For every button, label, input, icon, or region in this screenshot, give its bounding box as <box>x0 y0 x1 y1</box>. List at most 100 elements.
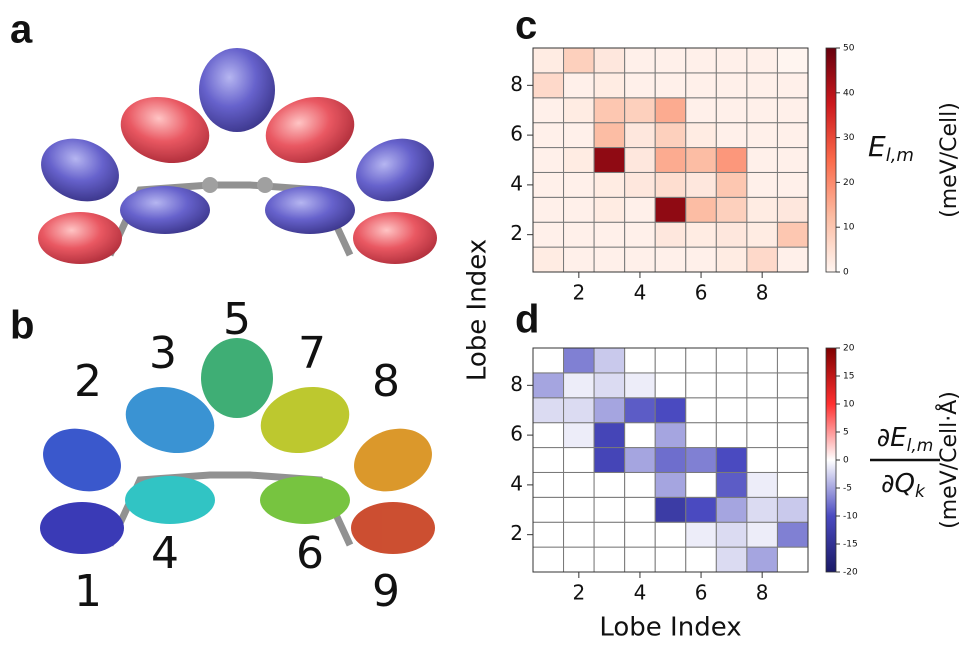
colorbar-tick-label: -5 <box>843 484 852 494</box>
heat-cell <box>564 172 595 197</box>
heat-cell <box>594 98 625 123</box>
colorbar-unit: (meV/Cell) <box>937 102 962 218</box>
heat-cell <box>777 547 808 572</box>
heat-cell <box>777 123 808 148</box>
heat-cell <box>747 522 778 547</box>
heat-cell <box>716 148 747 173</box>
heat-cell <box>777 98 808 123</box>
heat-cell <box>533 448 564 473</box>
heat-cell <box>655 172 686 197</box>
heat-cell <box>716 197 747 222</box>
heat-cell <box>777 48 808 73</box>
heat-cell <box>777 423 808 448</box>
heat-cell <box>533 73 564 98</box>
heat-cell <box>625 547 656 572</box>
x-tick-label: 2 <box>572 581 585 605</box>
heat-cell <box>594 497 625 522</box>
colorbar-tick-label: 30 <box>843 133 855 143</box>
heat-cell <box>686 448 717 473</box>
heat-cell <box>716 348 747 373</box>
heat-cell <box>686 547 717 572</box>
heat-cell <box>533 547 564 572</box>
x-tick-label: 4 <box>634 281 647 305</box>
colorbar <box>826 48 836 272</box>
heat-cell <box>716 172 747 197</box>
colorbar-tick-label: 0 <box>843 268 849 278</box>
heat-cell <box>686 497 717 522</box>
colorbar-tick-label: 0 <box>843 456 849 466</box>
heat-cell <box>533 123 564 148</box>
heat-cell <box>625 98 656 123</box>
heat-cell <box>777 497 808 522</box>
lobe-label: 7 <box>298 328 326 379</box>
heat-cell <box>747 197 778 222</box>
heat-cell <box>747 48 778 73</box>
heat-cell <box>686 222 717 247</box>
y-tick-label: 2 <box>510 221 523 245</box>
colorbar-tick-label: 50 <box>843 44 855 54</box>
heat-cell <box>655 472 686 497</box>
heat-cell <box>625 522 656 547</box>
heat-cell <box>594 373 625 398</box>
colorbar <box>826 348 836 572</box>
heat-cell <box>716 247 747 272</box>
lobe-label: 5 <box>223 294 251 345</box>
heat-cell <box>625 197 656 222</box>
heat-cell <box>686 148 717 173</box>
lobe-label: 3 <box>149 328 177 379</box>
y-tick-label: 8 <box>510 372 523 396</box>
heat-cell <box>777 348 808 373</box>
heat-cell <box>625 448 656 473</box>
heat-cell <box>625 123 656 148</box>
heat-cell <box>625 48 656 73</box>
heat-cell <box>594 398 625 423</box>
colorbar-tick-label: -20 <box>843 568 858 578</box>
y-tick-label: 8 <box>510 72 523 96</box>
heat-cell <box>716 98 747 123</box>
heat-cell <box>655 547 686 572</box>
heat-cell <box>594 247 625 272</box>
heat-cell <box>533 247 564 272</box>
heat-cell <box>747 547 778 572</box>
panel-label: d <box>515 298 539 342</box>
heat-cell <box>716 547 747 572</box>
heat-cell <box>747 73 778 98</box>
heat-cell <box>716 423 747 448</box>
heat-cell <box>655 373 686 398</box>
heat-cell <box>716 373 747 398</box>
heat-cell <box>533 222 564 247</box>
heat-cell <box>533 172 564 197</box>
lobe-label: 2 <box>74 356 102 407</box>
heat-cell <box>716 222 747 247</box>
heat-cell <box>747 172 778 197</box>
colorbar-tick-label: 20 <box>843 178 855 188</box>
heat-cell <box>625 222 656 247</box>
heat-cell <box>564 98 595 123</box>
subscript: l,m <box>886 145 914 166</box>
heat-cell <box>594 123 625 148</box>
heat-cell <box>533 398 564 423</box>
heat-cell <box>655 48 686 73</box>
heat-cell <box>594 73 625 98</box>
y-axis-label: Lobe Index <box>463 239 493 381</box>
heat-cell <box>655 522 686 547</box>
heat-cell <box>564 348 595 373</box>
heat-cell <box>594 472 625 497</box>
heat-cell <box>747 247 778 272</box>
colorbar-symbol: El,m <box>868 130 914 166</box>
heat-cell <box>655 197 686 222</box>
heat-cell <box>777 197 808 222</box>
y-tick-label: 4 <box>510 171 523 195</box>
heat-cell <box>777 222 808 247</box>
molecule-a <box>32 48 443 264</box>
heat-cell <box>625 247 656 272</box>
colorbar-tick-label: -10 <box>843 512 858 522</box>
heat-cell <box>686 398 717 423</box>
lobe-label: 6 <box>296 528 324 579</box>
heat-cell <box>686 472 717 497</box>
heat-cell <box>564 522 595 547</box>
numerator: ∂E <box>877 423 907 453</box>
heat-cell <box>655 348 686 373</box>
colorbar-tick-label: 20 <box>843 344 855 354</box>
heat-cell <box>655 98 686 123</box>
